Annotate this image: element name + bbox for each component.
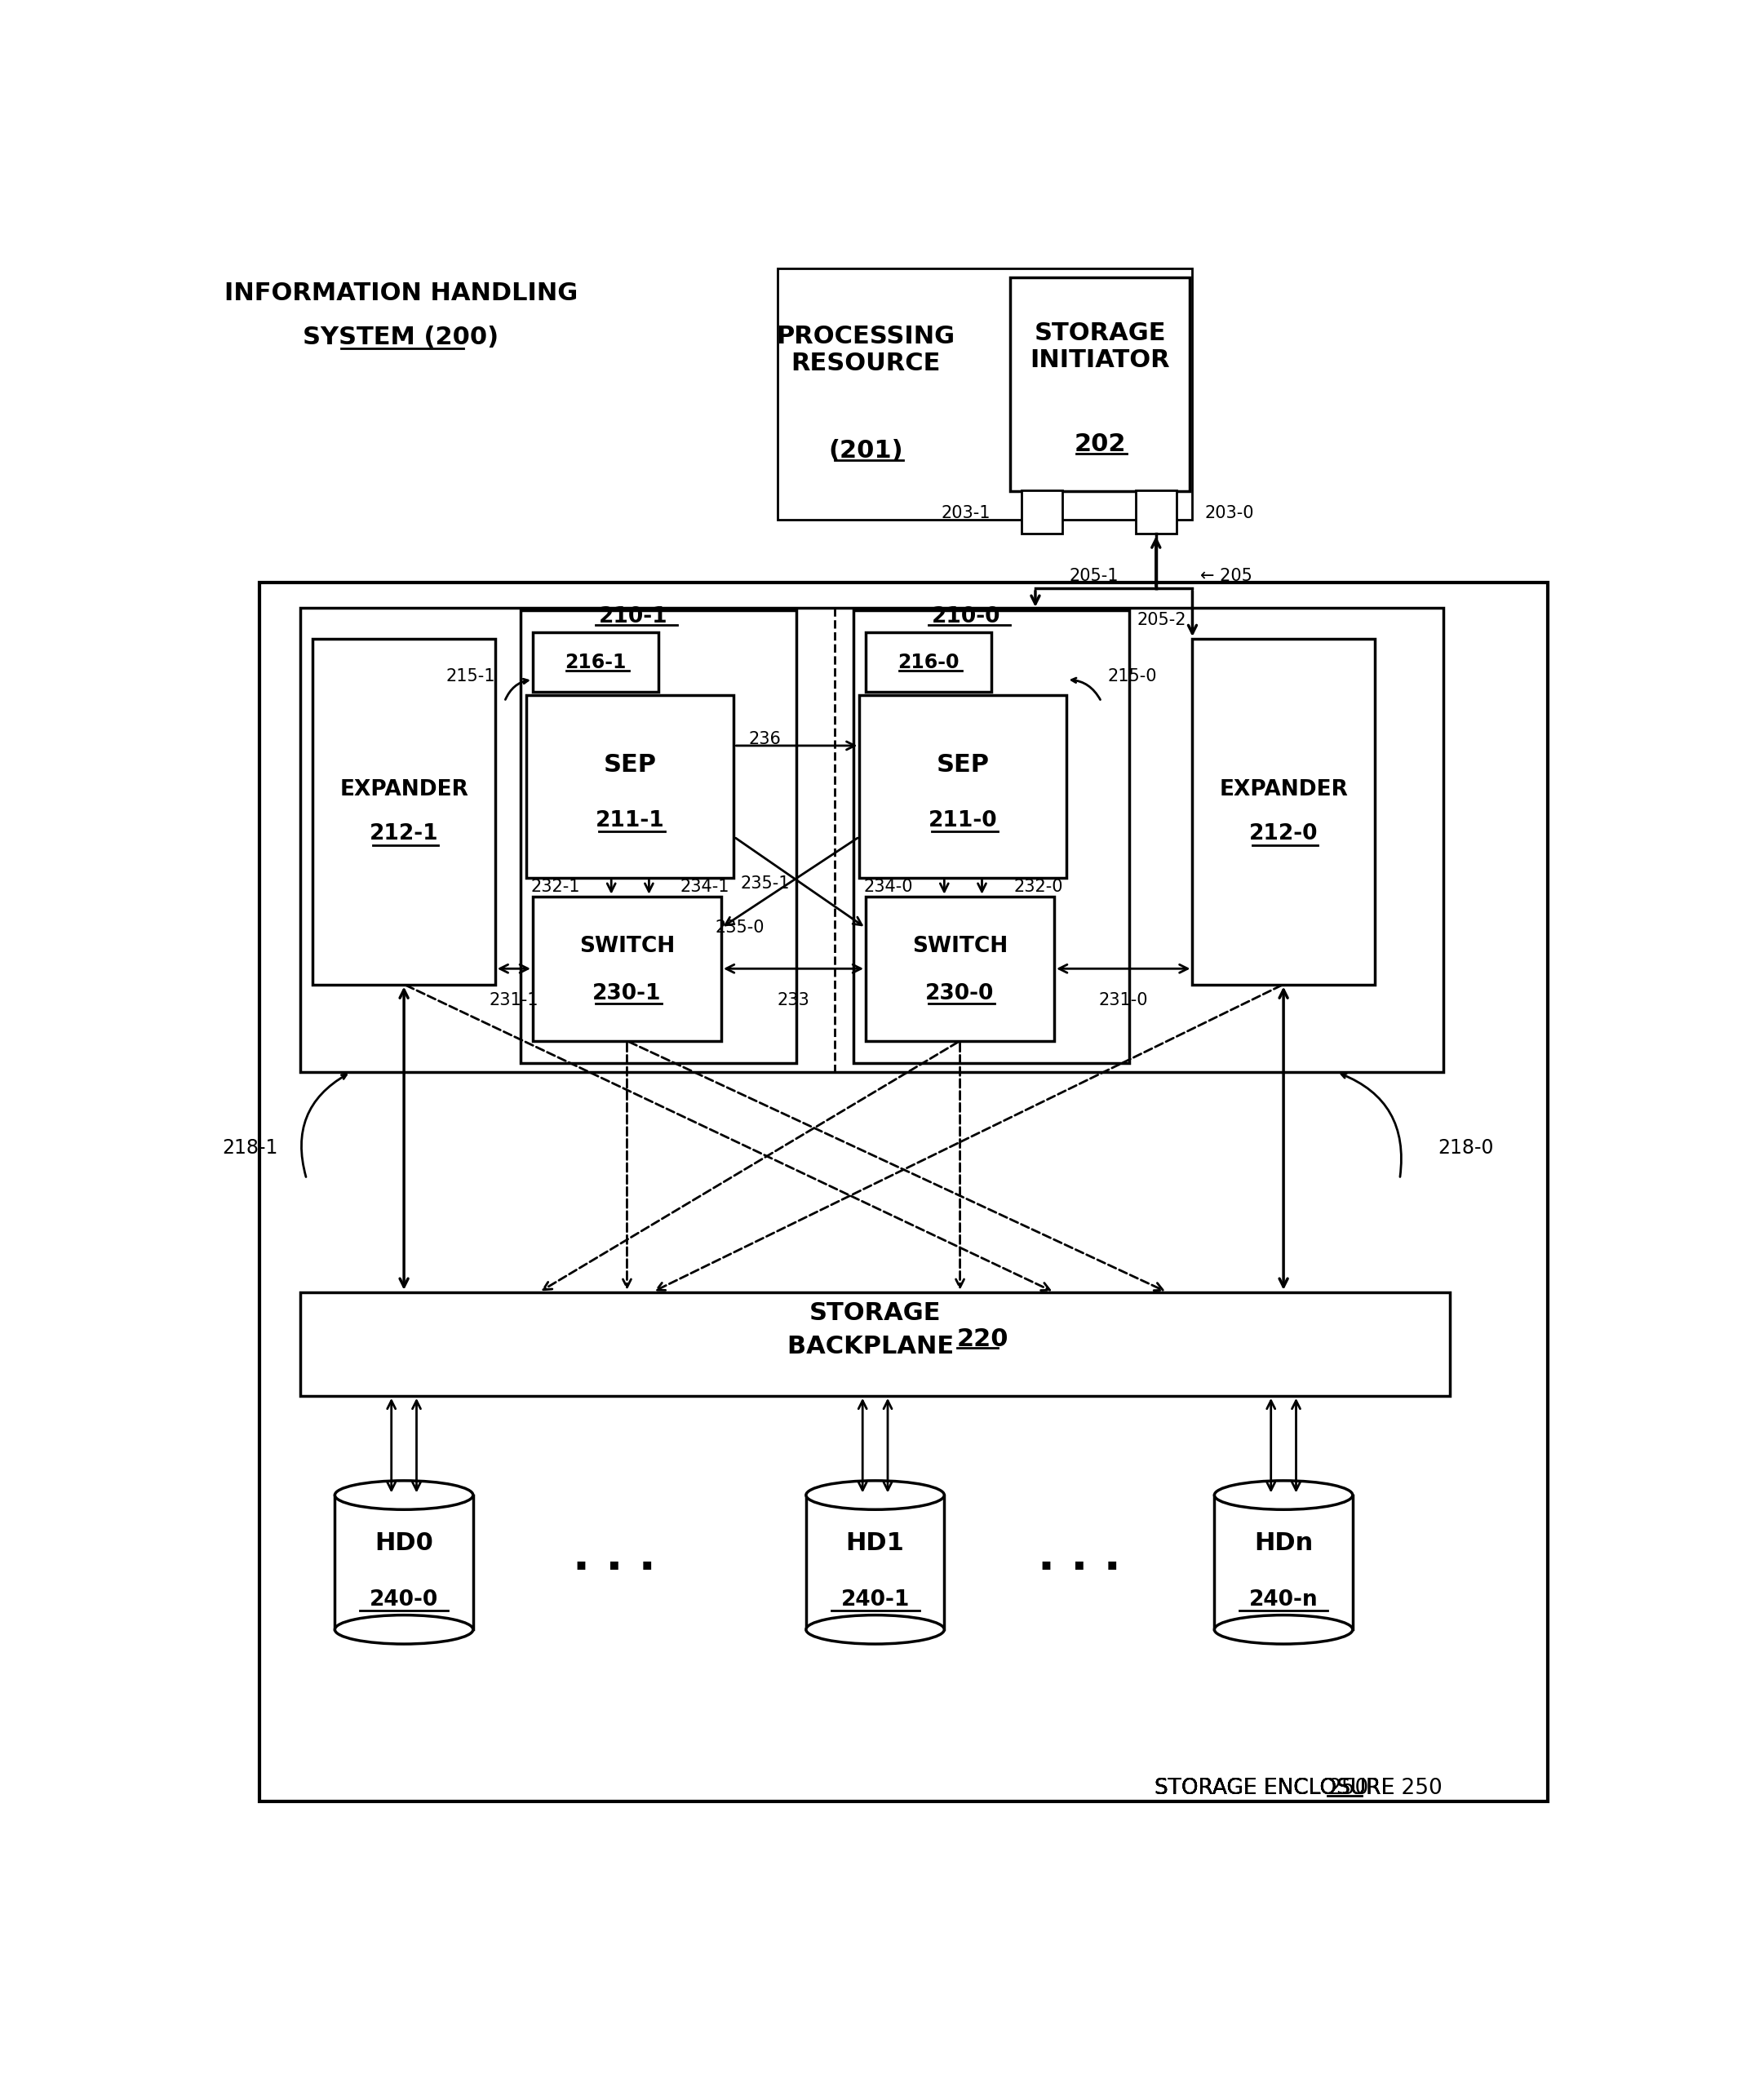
Text: STORAGE
INITIATOR: STORAGE INITIATOR (1030, 322, 1170, 372)
Bar (1136, 490, 1177, 534)
Text: 234-0: 234-0 (864, 879, 912, 896)
Text: PROCESSING
RESOURCE: PROCESSING RESOURCE (776, 324, 954, 376)
Text: 211-0: 211-0 (928, 810, 998, 831)
Text: HDn: HDn (1254, 1531, 1312, 1554)
Bar (1011, 278, 1189, 490)
Ellipse shape (1214, 1615, 1353, 1644)
Bar (866, 632, 991, 692)
Ellipse shape (806, 1615, 944, 1644)
Text: 230-0: 230-0 (926, 983, 995, 1004)
Text: SEP: SEP (937, 752, 990, 777)
Text: · · ·: · · · (1037, 1546, 1120, 1590)
Text: 210-0: 210-0 (931, 607, 1000, 628)
Text: 240-n: 240-n (1249, 1590, 1318, 1610)
Bar (866, 896, 1055, 1041)
Ellipse shape (335, 1615, 473, 1644)
Text: 232-1: 232-1 (531, 879, 580, 896)
Text: 240-1: 240-1 (841, 1590, 910, 1610)
Bar (312, 638, 496, 985)
Text: SWITCH: SWITCH (912, 935, 1007, 958)
Text: 218-0: 218-0 (1438, 1139, 1494, 1157)
Bar (859, 696, 1067, 877)
Text: 212-1: 212-1 (369, 823, 439, 844)
Bar (1214, 1494, 1353, 1629)
Text: 212-0: 212-0 (1249, 823, 1318, 844)
Text: STORAGE
BACKPLANE: STORAGE BACKPLANE (787, 1301, 963, 1359)
Text: EXPANDER: EXPANDER (1219, 779, 1348, 800)
Bar (300, 1293, 1450, 1396)
Text: 211-1: 211-1 (596, 810, 665, 831)
Text: STORAGE ENCLOSURE 250: STORAGE ENCLOSURE 250 (1155, 1779, 1443, 1800)
Bar (806, 1494, 944, 1629)
Bar (259, 582, 1547, 1802)
Text: 218-1: 218-1 (222, 1139, 279, 1157)
Text: 202: 202 (1074, 432, 1125, 455)
Ellipse shape (806, 1482, 944, 1509)
Text: 235-0: 235-0 (716, 921, 766, 935)
Text: 216-1: 216-1 (564, 652, 626, 673)
Text: INFORMATION HANDLING: INFORMATION HANDLING (224, 281, 577, 305)
Text: ← 205: ← 205 (1200, 567, 1252, 584)
Ellipse shape (1214, 1482, 1353, 1509)
Text: STORAGE ENCLOSURE: STORAGE ENCLOSURE (1155, 1779, 1402, 1800)
Bar (526, 696, 734, 877)
Text: 250: 250 (1328, 1779, 1369, 1800)
Text: 216-0: 216-0 (898, 652, 960, 673)
Text: 203-0: 203-0 (1205, 505, 1254, 522)
Text: 231-0: 231-0 (1099, 991, 1148, 1008)
Text: 235-1: 235-1 (741, 875, 790, 891)
Text: (201): (201) (829, 438, 903, 461)
Text: SEP: SEP (603, 752, 656, 777)
Bar (300, 607, 1443, 1072)
Text: HD0: HD0 (374, 1531, 434, 1554)
Text: 232-0: 232-0 (1013, 879, 1062, 896)
Text: 236: 236 (750, 731, 781, 748)
Bar (1192, 638, 1374, 985)
Bar (335, 1494, 473, 1629)
Text: EXPANDER: EXPANDER (339, 779, 469, 800)
Text: 203-1: 203-1 (940, 505, 990, 522)
Bar (533, 632, 658, 692)
Text: 205-2: 205-2 (1136, 611, 1185, 628)
Text: STORAGE ENCLOSURE: STORAGE ENCLOSURE (1155, 1779, 1402, 1800)
Text: 230-1: 230-1 (593, 983, 662, 1004)
Text: 210-1: 210-1 (598, 607, 669, 628)
Text: 215-0: 215-0 (1108, 669, 1157, 686)
Text: 231-1: 231-1 (489, 991, 538, 1008)
Text: HD1: HD1 (845, 1531, 905, 1554)
Text: 233: 233 (778, 991, 810, 1008)
Text: STORAGE ENCLOSURE: STORAGE ENCLOSURE (1155, 1779, 1402, 1800)
Text: · · ·: · · · (573, 1546, 656, 1590)
Bar (520, 611, 797, 1062)
Text: 215-1: 215-1 (446, 669, 496, 686)
Bar (778, 268, 1192, 520)
Text: SWITCH: SWITCH (579, 935, 676, 958)
Bar (1021, 490, 1062, 534)
Bar (533, 896, 721, 1041)
Text: 234-1: 234-1 (681, 879, 730, 896)
Text: 205-1: 205-1 (1069, 567, 1118, 584)
Text: 240-0: 240-0 (370, 1590, 437, 1610)
Ellipse shape (335, 1482, 473, 1509)
Text: SYSTEM (200): SYSTEM (200) (303, 326, 499, 349)
Text: 220: 220 (956, 1328, 1009, 1351)
Bar (854, 611, 1129, 1062)
